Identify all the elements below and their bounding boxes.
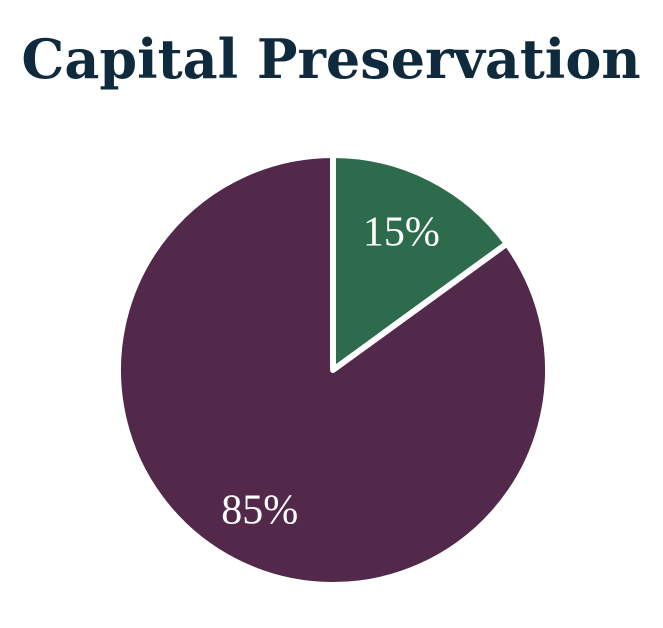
pie-slice xyxy=(330,152,510,373)
chart-title: Capital Preservation xyxy=(21,27,640,91)
slice-label: 85% xyxy=(221,487,298,533)
slice-label: 15% xyxy=(363,210,440,256)
pie-slice xyxy=(115,152,551,588)
